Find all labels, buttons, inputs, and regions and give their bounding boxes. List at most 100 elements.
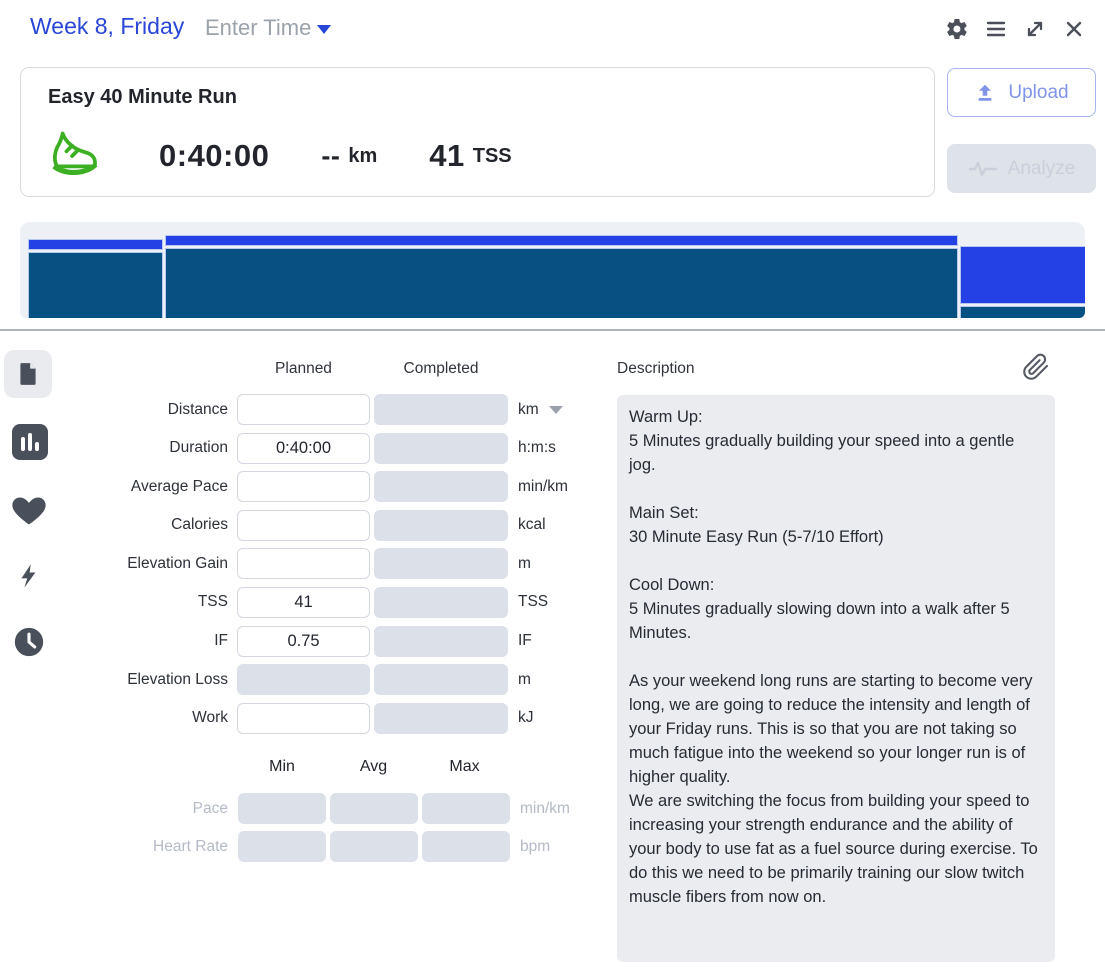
heart-rate-max-field xyxy=(422,831,510,862)
gear-icon[interactable] xyxy=(944,16,970,42)
menu-icon[interactable] xyxy=(983,16,1009,42)
lightning-icon xyxy=(21,564,36,588)
heart-rate-unit-label: bpm xyxy=(520,837,551,855)
elevation-loss-planned-field xyxy=(237,664,370,696)
bar-chart-icon xyxy=(21,433,39,451)
document-icon xyxy=(20,363,36,385)
max-column-header: Max xyxy=(449,758,480,775)
minmax-form: Pace min/km Heart Rate bpm xyxy=(0,793,570,862)
tss-stat: 41 TSS xyxy=(429,138,511,174)
pace-min-field xyxy=(238,793,326,824)
workout-title: Easy 40 Minute Run xyxy=(48,86,237,108)
waveform-icon xyxy=(968,161,997,176)
pace-unit-label: min/km xyxy=(520,799,570,817)
metrics-form: Distance km Duration h:m:s Average Pace … xyxy=(0,394,568,734)
description-header: Description xyxy=(617,360,695,377)
close-icon[interactable] xyxy=(1061,16,1087,42)
cool-down-segment-cap xyxy=(960,246,1085,304)
elevation-gain-completed-field xyxy=(374,548,508,580)
elevation-loss-unit-label: m xyxy=(518,670,531,688)
distance-planned-input[interactable] xyxy=(237,394,370,425)
unit-dropdown-icon[interactable] xyxy=(548,405,563,414)
min-column-header: Min xyxy=(269,758,295,775)
page-title: Week 8, Friday xyxy=(30,13,185,39)
cool-down-segment xyxy=(960,306,1085,318)
paperclip-icon[interactable] xyxy=(1022,352,1050,382)
row-duration: Duration h:m:s xyxy=(0,432,568,464)
workout-summary-card: Easy 40 Minute Run 0:40:00 -- km 41 TSS xyxy=(20,67,935,197)
work-completed-field xyxy=(374,702,508,734)
distance-stat: -- km xyxy=(321,141,377,172)
upload-button[interactable]: Upload xyxy=(947,68,1096,117)
distance-completed-field xyxy=(374,394,508,425)
main-set-segment-cap xyxy=(165,235,958,246)
calories-unit-label: kcal xyxy=(518,516,546,534)
heart-icon xyxy=(12,497,46,525)
planned-column-header: Planned xyxy=(275,360,332,377)
enter-time-label: Enter Time xyxy=(205,15,312,40)
workout-stats-row: 0:40:00 -- km 41 TSS xyxy=(43,126,512,186)
distance-unit: km xyxy=(348,144,378,167)
distance-value: -- xyxy=(321,140,341,171)
average-pace-completed-field xyxy=(374,471,508,503)
expand-icon[interactable] xyxy=(1022,16,1048,42)
calories-completed-field xyxy=(374,509,508,541)
sidebar-item-power[interactable] xyxy=(14,556,44,596)
row-pace: Pace min/km xyxy=(0,793,570,824)
calories-planned-input[interactable] xyxy=(237,509,370,541)
row-distance: Distance km xyxy=(0,394,568,425)
tss-completed-field xyxy=(374,586,508,618)
row-tss: TSS TSS xyxy=(0,586,568,618)
row-elevation-gain: Elevation Gain m xyxy=(0,548,568,580)
workout-structure-graph xyxy=(20,222,1085,318)
work-planned-input[interactable] xyxy=(237,702,370,734)
warm-up-segment-cap xyxy=(28,239,163,250)
section-divider xyxy=(0,329,1105,331)
row-average-pace: Average Pace min/km xyxy=(0,471,568,503)
duration-unit-label: h:m:s xyxy=(518,439,556,457)
row-calories: Calories kcal xyxy=(0,509,568,541)
work-unit-label: kJ xyxy=(518,709,534,727)
heart-rate-min-field xyxy=(238,831,326,862)
duration-completed-field xyxy=(374,432,508,464)
elevation-gain-planned-input[interactable] xyxy=(237,548,370,580)
sidebar-item-summary[interactable] xyxy=(12,424,48,460)
warm-up-segment xyxy=(28,252,163,318)
enter-time-dropdown[interactable]: Enter Time xyxy=(205,15,332,41)
if-unit-label: IF xyxy=(518,632,532,650)
average-pace-planned-input[interactable] xyxy=(237,471,370,503)
main-set-segment xyxy=(165,248,958,318)
sidebar-item-time[interactable] xyxy=(11,624,47,660)
tss-unit: TSS xyxy=(472,144,512,167)
completed-column-header: Completed xyxy=(403,360,479,377)
analyze-label: Analyze xyxy=(1007,157,1076,179)
tss-planned-input[interactable] xyxy=(237,586,370,618)
elevation-gain-unit-label: m xyxy=(518,554,531,572)
tss-value: 41 xyxy=(429,138,465,173)
row-elevation-loss: Elevation Loss m xyxy=(0,664,568,696)
duration-planned-input[interactable] xyxy=(237,432,370,464)
row-work: Work kJ xyxy=(0,702,568,734)
pace-avg-field xyxy=(330,793,418,824)
running-shoe-icon xyxy=(52,131,98,176)
chevron-down-icon xyxy=(317,25,332,34)
if-completed-field xyxy=(374,625,508,657)
analyze-button: Analyze xyxy=(947,144,1096,193)
avg-column-header: Avg xyxy=(359,758,388,775)
row-if: IF IF xyxy=(0,625,568,657)
tss-unit-label: TSS xyxy=(518,593,549,611)
sidebar-item-details[interactable] xyxy=(4,350,52,398)
if-planned-input[interactable] xyxy=(237,625,370,657)
upload-label: Upload xyxy=(1008,81,1069,103)
average-pace-unit-label: min/km xyxy=(518,477,568,495)
sidebar-item-heart-rate[interactable] xyxy=(9,492,49,530)
row-heart-rate: Heart Rate bpm xyxy=(0,831,570,862)
distance-unit-label: km xyxy=(518,400,539,418)
heart-rate-avg-field xyxy=(330,831,418,862)
clock-icon xyxy=(14,627,44,657)
duration-value: 0:40:00 xyxy=(159,138,270,173)
upload-icon xyxy=(978,84,992,101)
description-text: Warm Up: 5 Minutes gradually building yo… xyxy=(617,395,1055,962)
pace-max-field xyxy=(422,793,510,824)
